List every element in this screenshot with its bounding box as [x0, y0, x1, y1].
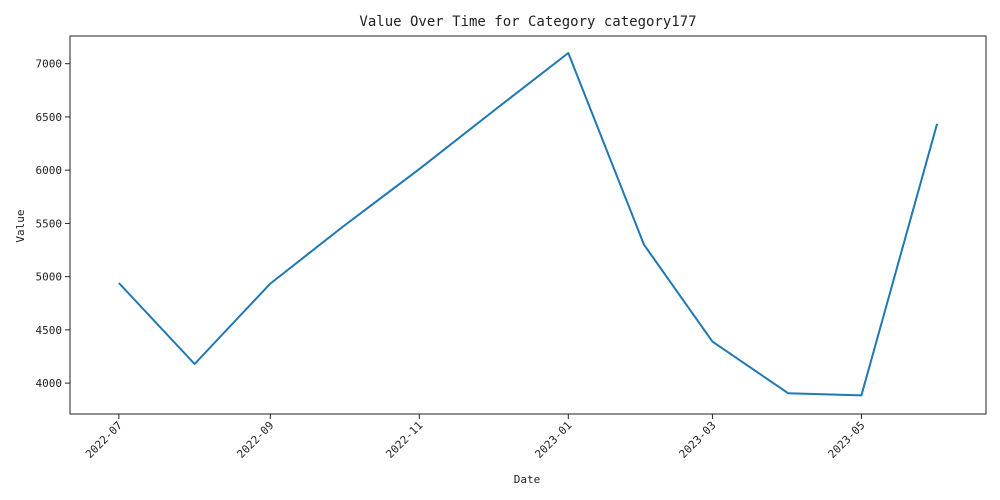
x-tick-label: 2022-09 [234, 419, 276, 461]
x-tick-label: 2023-03 [677, 419, 719, 461]
y-tick-label: 7000 [36, 58, 63, 71]
y-tick-label: 6000 [36, 164, 63, 177]
x-axis: 2022-07 2022-09 2022-11 2023-01 2023-03 2023-… [83, 414, 868, 461]
x-tick-label: 2022-11 [383, 419, 425, 461]
x-tick-label: 2022-07 [83, 419, 125, 461]
chart-title: Value Over Time for Category category177 [359, 14, 696, 30]
x-axis-label: Date [514, 473, 541, 486]
y-tick-label: 4000 [36, 377, 63, 390]
x-tick-label: 2023-05 [826, 419, 868, 461]
plot-frame [69, 35, 987, 415]
y-tick-label: 5000 [36, 271, 63, 284]
x-tick-label: 2023-01 [532, 419, 574, 461]
y-tick-label: 5500 [36, 217, 63, 230]
y-axis: 4000 4500 5000 5500 6000 6500 7000 [36, 58, 70, 390]
y-axis-label: Value [14, 209, 27, 242]
y-tick-label: 4500 [36, 324, 63, 337]
y-tick-label: 6500 [36, 111, 63, 124]
series-line [118, 52, 939, 397]
